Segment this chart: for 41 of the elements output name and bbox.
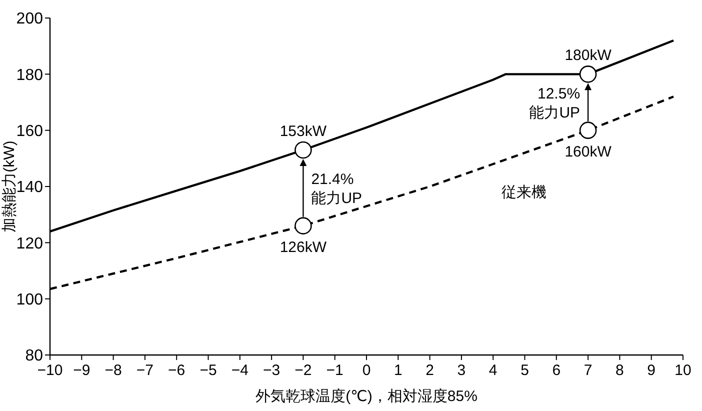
- x-tick-label: −8: [104, 362, 122, 379]
- x-tick-label: −9: [73, 362, 90, 379]
- x-tick-label: −5: [200, 362, 217, 379]
- x-tick-label: 9: [647, 362, 656, 379]
- data-label: 126kW: [280, 238, 328, 256]
- x-tick-label: 2: [426, 362, 434, 379]
- x-tick-label: −6: [168, 362, 186, 379]
- x-tick-label: −2: [294, 362, 312, 379]
- y-tick-label: 200: [16, 10, 44, 28]
- x-tick-label: 4: [488, 362, 498, 379]
- annotation: 21.4% 能力UP: [311, 170, 362, 207]
- y-axis-title: 加熱能力(kW): [1, 140, 18, 232]
- x-tick-label: −7: [136, 362, 154, 379]
- x-tick-label: 0: [362, 362, 371, 379]
- x-tick-label: −4: [231, 362, 248, 379]
- x-tick-label: 5: [520, 362, 529, 379]
- x-tick-label: 7: [584, 362, 592, 379]
- y-tick-label: 120: [16, 235, 44, 252]
- y-tick-label: 80: [25, 348, 44, 365]
- x-tick-label: −3: [262, 362, 280, 379]
- annotation: 12.5% 能力UP: [529, 85, 580, 122]
- data-label: 180kW: [564, 47, 612, 64]
- point: [294, 217, 312, 234]
- x-tick-label: −10: [37, 362, 63, 379]
- point: [579, 66, 597, 83]
- x-tick-label: 10: [674, 362, 692, 379]
- point: [579, 122, 597, 139]
- y-tick-label: 160: [16, 122, 44, 140]
- x-tick-label: 3: [457, 362, 466, 379]
- x-tick-label: 6: [552, 362, 561, 379]
- data-label: 160kW: [564, 143, 612, 160]
- y-tick-label: 180: [16, 66, 44, 84]
- y-tick-label: 100: [16, 291, 44, 308]
- x-tick-label: 8: [616, 362, 624, 379]
- x-tick-label: −1: [326, 362, 344, 379]
- series-label: 従来機: [501, 184, 546, 202]
- x-tick-label: 1: [394, 362, 402, 379]
- x-axis-title: 外気乾球温度(℃)，相対湿度85%: [256, 388, 478, 405]
- y-tick-label: 140: [16, 179, 44, 196]
- data-label: 153kW: [280, 122, 328, 140]
- point: [294, 141, 312, 159]
